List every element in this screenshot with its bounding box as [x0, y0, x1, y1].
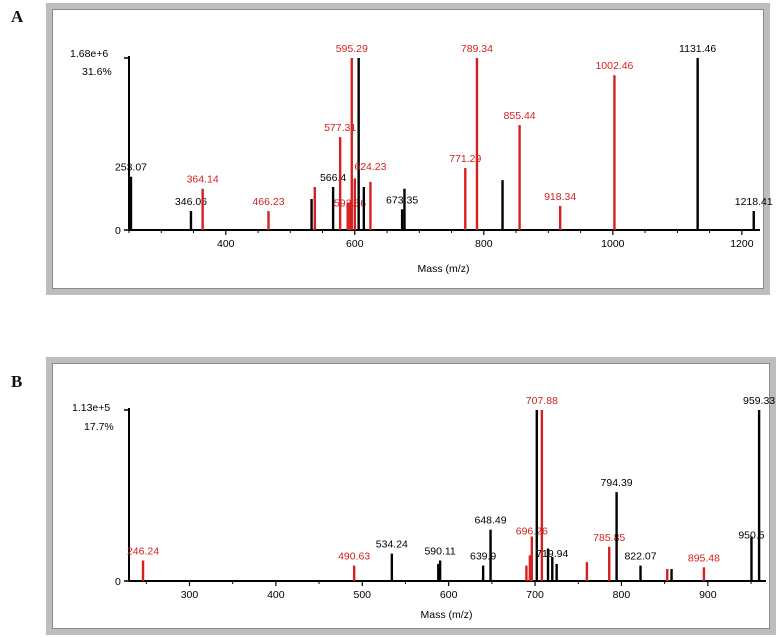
panel-b-peak-label: 785.85 — [593, 532, 625, 544]
panel-a-peak-label: 595.29 — [336, 43, 368, 55]
panel-b-peak-label: 719.94 — [536, 548, 568, 560]
panel-a-letter: A — [11, 7, 24, 26]
panel-a-x-axis-title: Mass (m/z) — [418, 263, 470, 275]
panel-b-peak-label: 534.24 — [376, 539, 408, 551]
panel-b-peak-label: 590.11 — [424, 545, 455, 557]
panel-b-x-tick-label: 800 — [613, 589, 631, 601]
panel-a-x-tick-label: 600 — [346, 238, 364, 250]
panel-a-peak-label: 771.29 — [449, 153, 481, 165]
panel-b-peak-label: 490.63 — [338, 551, 370, 563]
panel-a-peak-label: 673.35 — [386, 194, 418, 206]
panel-b-y-percent-label: 17.7% — [84, 421, 114, 433]
panel-a-y-zero-label: 0 — [115, 225, 121, 237]
panel-a-peak-label: 577.31 — [324, 122, 356, 134]
panel-a-x-tick-label: 400 — [217, 238, 235, 250]
panel-b-x-tick-label: 400 — [267, 589, 285, 601]
panel-b-x-tick-label: 600 — [440, 589, 458, 601]
panel-a-x-tick-label: 800 — [475, 238, 493, 250]
panel-a-frame — [46, 3, 770, 295]
panel-a-peak-label: 1131.46 — [679, 43, 716, 55]
panel-b-peak-label: 639.9 — [470, 551, 496, 563]
panel-b-frame — [46, 357, 776, 635]
panel-a-plot-area — [52, 9, 764, 289]
panel-b-x-tick-label: 700 — [526, 589, 544, 601]
panel-a-x-tick-label: 1000 — [601, 238, 625, 250]
panel-b-peak-label: 959.33 — [743, 395, 775, 407]
panel-a-peak-label: 624.23 — [354, 161, 386, 173]
panel-b-letter: B — [11, 372, 23, 391]
panel-b-x-tick-label: 500 — [353, 589, 371, 601]
panel-a-peak-label: 346.06 — [175, 196, 207, 208]
panel-a-y-percent-label: 31.6% — [82, 66, 112, 78]
panel-b-y-zero-label: 0 — [115, 576, 121, 588]
panel-b-peak-label: 794.39 — [601, 477, 633, 489]
panel-b-peak-label: 895.48 — [688, 552, 720, 564]
panel-a-peak-label: 566.4 — [320, 172, 346, 184]
panel-b-peak-label: 822.07 — [624, 551, 656, 563]
panel-a-y-max-label: 1.68e+6 — [70, 48, 108, 60]
panel-a-peak-label: 1218.41 — [735, 196, 773, 208]
panel-a-x-tick-label: 1200 — [730, 238, 754, 250]
panel-a-peak-label: 466.23 — [252, 196, 284, 208]
panel-b-x-tick-label: 300 — [181, 589, 199, 601]
panel-b-peak-label: 246.24 — [127, 545, 159, 557]
panel-a-peak-label: 918.34 — [544, 191, 576, 203]
panel-b-plot-area — [52, 363, 770, 629]
panel-b-peak-label: 648.49 — [474, 515, 506, 527]
panel-a-peak-label: 855.44 — [504, 110, 536, 122]
panel-a-peak-label: 789.34 — [461, 43, 493, 55]
panel-a-peak-label: 364.14 — [187, 174, 219, 186]
panel-b-x-axis-title: Mass (m/z) — [421, 609, 473, 621]
panel-b-x-tick-label: 900 — [699, 589, 717, 601]
panel-b-peak-label: 707.88 — [526, 395, 558, 407]
panel-b-y-max-label: 1.13e+5 — [72, 402, 110, 414]
panel-b-peak-label: 950.5 — [738, 530, 764, 542]
panel-a-peak-label: 592.56 — [334, 197, 366, 209]
panel-a-peak-label: 253.07 — [115, 162, 147, 174]
panel-a-peak-label: 1002.46 — [595, 60, 633, 72]
panel-b-peak-label: 696.26 — [516, 526, 548, 538]
